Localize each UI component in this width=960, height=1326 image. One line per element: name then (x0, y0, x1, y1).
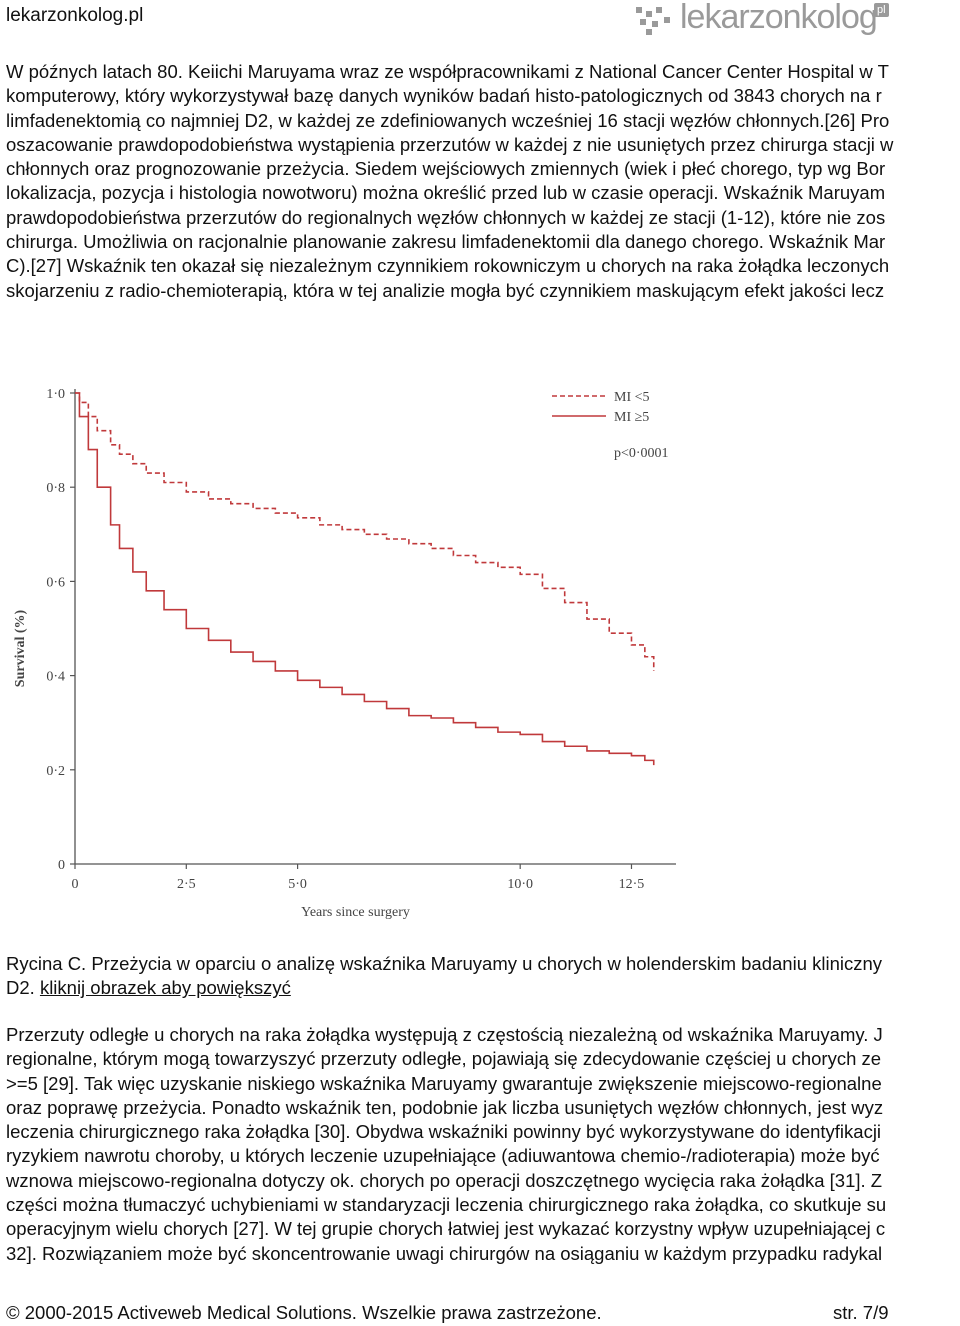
x-tick-label: 0 (72, 877, 79, 892)
enlarge-image-link[interactable]: kliknij obrazek aby powiększyć (39, 977, 291, 999)
caption-prefix: D2. (6, 977, 40, 999)
footer-copyright: © 2000-2015 Activeweb Medical Solutions.… (6, 1302, 602, 1323)
text-line: oraz poprawę przeżycia. Ponadto wskaźnik… (6, 1096, 884, 1118)
chart-axes: 0 0·2 0·4 0·6 0·8 1·0 0 2·5 5·0 10·0 12·5 Years sin… (13, 387, 676, 920)
text-line: C).[27] Wskaźnik ten okazał się niezależ… (6, 255, 890, 277)
logo-text: lekarzonkolog (680, 0, 878, 36)
paragraph-body: Przerzuty odległe u chorych na raka żołą… (6, 1023, 960, 1266)
x-tick-label: 12·5 (619, 877, 645, 892)
y-tick-label: 0·8 (46, 481, 65, 496)
series-line-2 (75, 392, 655, 766)
page-number: str. 7/9 (833, 1302, 889, 1323)
paragraph-intro: W późnych latach 80. Keiichi Maruyama wr… (6, 60, 960, 303)
site-name[interactable]: lekarzonkolog.pl (6, 5, 144, 26)
text-line: Przerzuty odległe u chorych na raka żołą… (6, 1024, 883, 1045)
chart-legend: MI <5 MI ≥5 p<0·0001 (552, 390, 669, 461)
text-line: leczenia chirurgicznego raka żołądka [30… (6, 1121, 882, 1143)
x-tick-label: 2·5 (177, 877, 196, 892)
y-tick-label: 0·6 (46, 575, 65, 590)
text-line: chłonnych oraz prognozowanie przeżycia. … (6, 158, 886, 180)
series-line-1 (75, 392, 655, 671)
text-line: skojarzeniu z radio-chemioterapią, która… (6, 279, 885, 301)
y-tick-label: 0 (58, 858, 65, 873)
legend-label: MI <5 (614, 390, 650, 405)
text-line: wznowa miejscowo-regionalna dotyczy ok. … (6, 1169, 883, 1191)
text-line: W późnych latach 80. Keiichi Maruyama wr… (6, 61, 889, 82)
figure-caption: Rycina C. Przeżycia w oparciu o analizę … (6, 952, 960, 1001)
text-line: ryzykiem nawrotu choroby, u których lecz… (6, 1145, 880, 1167)
legend-label: MI ≥5 (614, 410, 649, 425)
x-tick-label: 5·0 (288, 877, 307, 892)
text-line: komputerowy, który wykorzystywał bazę da… (6, 85, 882, 107)
text-line: operacyjnym wielu chorych [27]. W tej gr… (6, 1218, 886, 1240)
y-axis-label: Survival (%) (13, 609, 28, 687)
text-line: części można tłumaczyć uchybieniami w st… (6, 1194, 887, 1216)
caption-line: Rycina C. Przeżycia w oparciu o analizę … (6, 953, 883, 974)
text-line: regionalne, którym mogą towarzyszyć prze… (6, 1048, 882, 1070)
text-line: prawdopodobieństwa przerzutów do regiona… (6, 206, 886, 228)
text-line: lokalizacja, pozycja i histologia nowotw… (6, 182, 886, 204)
survival-chart[interactable]: 0 0·2 0·4 0·6 0·8 1·0 0 2·5 5·0 10·0 12·5 Years sin… (0, 372, 700, 932)
p-value-annotation: p<0·0001 (614, 446, 669, 461)
text-line: oszacowanie prawdopodobieństwa wystąpien… (6, 133, 894, 155)
y-tick-label: 0·2 (46, 764, 65, 779)
site-logo[interactable]: lekarzonkolog pl (634, 0, 896, 40)
y-tick-label: 0·4 (46, 670, 65, 685)
text-line: limfadenektomią co najmniej D2, w każdej… (6, 109, 890, 131)
y-tick-label: 1·0 (46, 387, 65, 402)
x-axis-label: Years since surgery (301, 905, 410, 920)
logo-dots-icon (636, 7, 670, 35)
chart-lines (75, 392, 655, 766)
text-line: 32]. Rozwiązaniem może być skoncentrowan… (6, 1242, 883, 1264)
logo-badge: pl (874, 3, 889, 17)
x-tick-label: 10·0 (507, 877, 533, 892)
text-line: >=5 [29]. Tak więc uzyskanie niskiego ws… (6, 1072, 882, 1094)
text-line: chirurga. Umożliwia on racjonalnie plano… (6, 231, 886, 253)
